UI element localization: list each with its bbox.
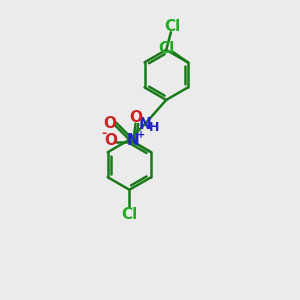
Text: O: O [103, 116, 116, 131]
Text: O: O [129, 110, 142, 125]
Text: N: N [127, 133, 140, 148]
Text: H: H [148, 121, 159, 134]
Text: N: N [139, 117, 151, 132]
Text: O: O [104, 133, 117, 148]
Text: Cl: Cl [164, 19, 181, 34]
Text: -: - [102, 127, 107, 140]
Text: Cl: Cl [121, 207, 137, 222]
Text: Cl: Cl [158, 41, 175, 56]
Text: +: + [136, 130, 145, 140]
